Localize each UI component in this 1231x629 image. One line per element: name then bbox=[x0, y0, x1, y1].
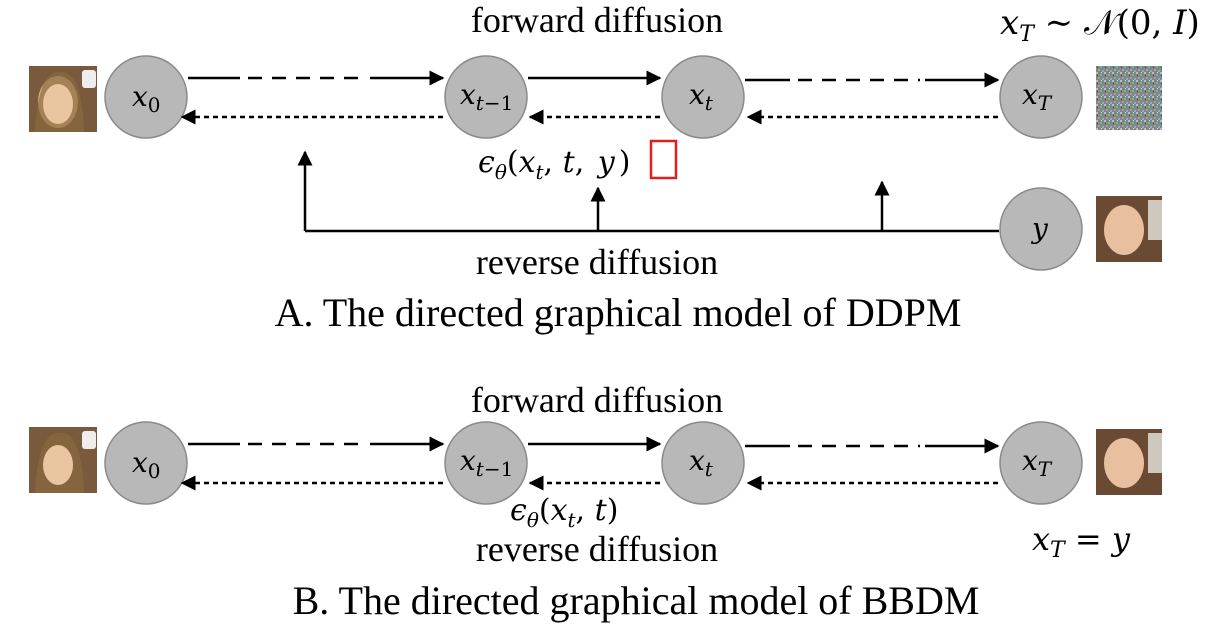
noise-model-label-b: ϵθ(xt, t) bbox=[510, 493, 618, 532]
svg-text:x0: x0 bbox=[132, 446, 161, 483]
node-xT-b: xT bbox=[999, 421, 1083, 505]
node-xT-a: xT bbox=[999, 55, 1083, 139]
node-xt-minus-1-b: xt−1 bbox=[444, 421, 528, 505]
reverse-diffusion-label-b: reverse diffusion bbox=[476, 529, 718, 569]
noise-image bbox=[1096, 66, 1162, 130]
node-x0-b: x0 bbox=[104, 421, 188, 505]
forward-diffusion-label-a: forward diffusion bbox=[471, 0, 723, 40]
panel-b-bbdm: forward diffusion x0 xt−1 xt xT bbox=[29, 380, 1162, 623]
caption-b: B. The directed graphical model of BBDM bbox=[293, 578, 980, 623]
node-y: y bbox=[999, 187, 1083, 271]
forward-diffusion-label-b: forward diffusion bbox=[471, 380, 723, 420]
node-x0-a: x0 bbox=[104, 55, 188, 139]
target-face-image-a bbox=[1096, 196, 1162, 262]
node-xt-minus-1-a: xt−1 bbox=[444, 55, 528, 139]
prior-label: xT ∼ 𝒩(0, I) bbox=[1000, 3, 1200, 47]
reverse-diffusion-label-a: reverse diffusion bbox=[476, 242, 718, 282]
condition-highlight-box bbox=[649, 139, 678, 180]
node-xt-a: xt bbox=[661, 55, 745, 139]
source-cartoon-image-a bbox=[29, 66, 97, 132]
target-face-image-b bbox=[1096, 429, 1162, 495]
noise-model-label-a: ϵθ(xt, t, y) bbox=[478, 145, 630, 184]
svg-text:xT: xT bbox=[1022, 444, 1053, 481]
svg-text:y: y bbox=[1030, 212, 1049, 245]
endpoint-equation: xT = y bbox=[1032, 520, 1131, 563]
node-xt-b: xt bbox=[661, 421, 745, 505]
panel-a-ddpm: forward diffusion xT ∼ 𝒩(0, I) x0 xt−1 x… bbox=[29, 0, 1200, 335]
caption-a: A. The directed graphical model of DDPM bbox=[275, 290, 962, 335]
source-cartoon-image-b bbox=[29, 427, 97, 493]
